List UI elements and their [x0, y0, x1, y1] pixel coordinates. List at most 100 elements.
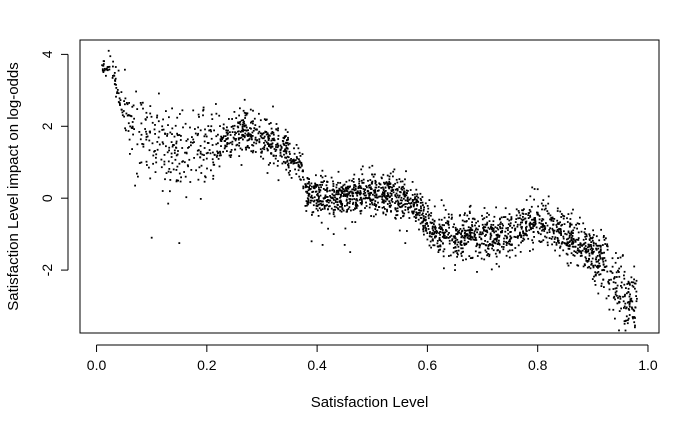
data-point	[181, 160, 184, 163]
data-point	[530, 205, 533, 208]
data-point	[202, 109, 204, 112]
data-point	[471, 224, 473, 226]
data-point	[368, 186, 371, 189]
data-point	[424, 202, 427, 205]
data-point	[612, 296, 615, 299]
data-point	[226, 126, 228, 129]
data-point	[407, 202, 410, 204]
data-point	[471, 256, 474, 259]
data-point	[429, 231, 431, 233]
data-point	[340, 202, 342, 205]
data-point	[356, 191, 359, 194]
data-point	[253, 127, 256, 129]
data-point	[404, 203, 406, 205]
data-point	[404, 242, 407, 244]
data-point	[323, 206, 326, 208]
data-point	[475, 245, 478, 248]
data-point	[569, 218, 572, 220]
data-point	[168, 116, 170, 119]
data-point	[456, 255, 458, 258]
data-point	[592, 264, 594, 267]
data-point	[589, 248, 592, 251]
data-point	[258, 138, 261, 141]
data-point	[573, 250, 576, 253]
data-point	[312, 187, 315, 189]
data-point	[598, 265, 600, 268]
data-point	[415, 211, 418, 214]
data-point	[362, 178, 365, 181]
data-point	[577, 239, 580, 241]
data-point	[381, 196, 383, 198]
data-point	[171, 162, 174, 165]
data-point	[160, 166, 163, 169]
data-point	[244, 114, 247, 117]
data-point	[411, 194, 414, 196]
data-point	[175, 179, 178, 182]
data-point	[245, 113, 248, 116]
data-point	[401, 199, 403, 202]
data-point	[487, 244, 490, 246]
data-point	[251, 138, 253, 141]
data-point	[167, 160, 170, 163]
data-point	[123, 115, 125, 118]
data-point	[481, 218, 484, 221]
data-point	[491, 230, 494, 232]
data-point	[507, 223, 510, 226]
data-point	[539, 241, 542, 243]
data-point	[416, 203, 419, 206]
data-point	[513, 224, 515, 227]
data-point	[577, 231, 580, 234]
data-point	[429, 240, 432, 243]
data-point	[439, 248, 441, 251]
data-point	[179, 139, 182, 141]
data-point	[265, 131, 268, 133]
data-point	[438, 237, 441, 239]
data-point	[302, 169, 304, 172]
data-point	[375, 194, 378, 197]
data-point	[419, 197, 422, 200]
x-tick-label: 0.2	[197, 357, 217, 373]
data-point	[442, 250, 445, 253]
data-point	[554, 236, 557, 239]
data-point	[318, 200, 320, 203]
data-point	[537, 232, 540, 235]
data-point	[351, 192, 354, 195]
data-point	[284, 161, 287, 164]
data-point	[179, 180, 182, 183]
data-point	[489, 232, 492, 235]
data-point	[630, 300, 633, 302]
data-point	[567, 231, 570, 234]
data-point	[150, 236, 153, 239]
data-point	[514, 254, 517, 257]
data-point	[217, 142, 219, 145]
data-point	[353, 173, 356, 176]
data-point	[218, 154, 221, 157]
data-point	[440, 240, 443, 243]
data-point	[520, 218, 523, 221]
data-point	[109, 55, 112, 58]
data-point	[522, 230, 524, 233]
data-point	[277, 127, 279, 130]
data-point	[403, 187, 405, 190]
data-point	[157, 136, 160, 139]
data-point	[499, 227, 502, 230]
data-point	[294, 159, 297, 162]
data-point	[516, 237, 519, 239]
data-point	[623, 305, 626, 308]
data-point	[386, 197, 389, 200]
data-point	[560, 234, 562, 236]
data-point	[371, 180, 374, 183]
data-point	[239, 123, 242, 126]
data-point	[491, 241, 494, 243]
data-point	[579, 216, 581, 219]
data-point	[322, 181, 324, 184]
data-point	[338, 200, 341, 203]
data-point	[396, 194, 399, 197]
data-point	[417, 200, 420, 203]
data-point	[191, 136, 193, 138]
data-point	[624, 320, 627, 322]
data-point	[558, 254, 561, 257]
data-point	[317, 198, 320, 200]
data-point	[306, 192, 309, 194]
data-point	[286, 131, 289, 133]
